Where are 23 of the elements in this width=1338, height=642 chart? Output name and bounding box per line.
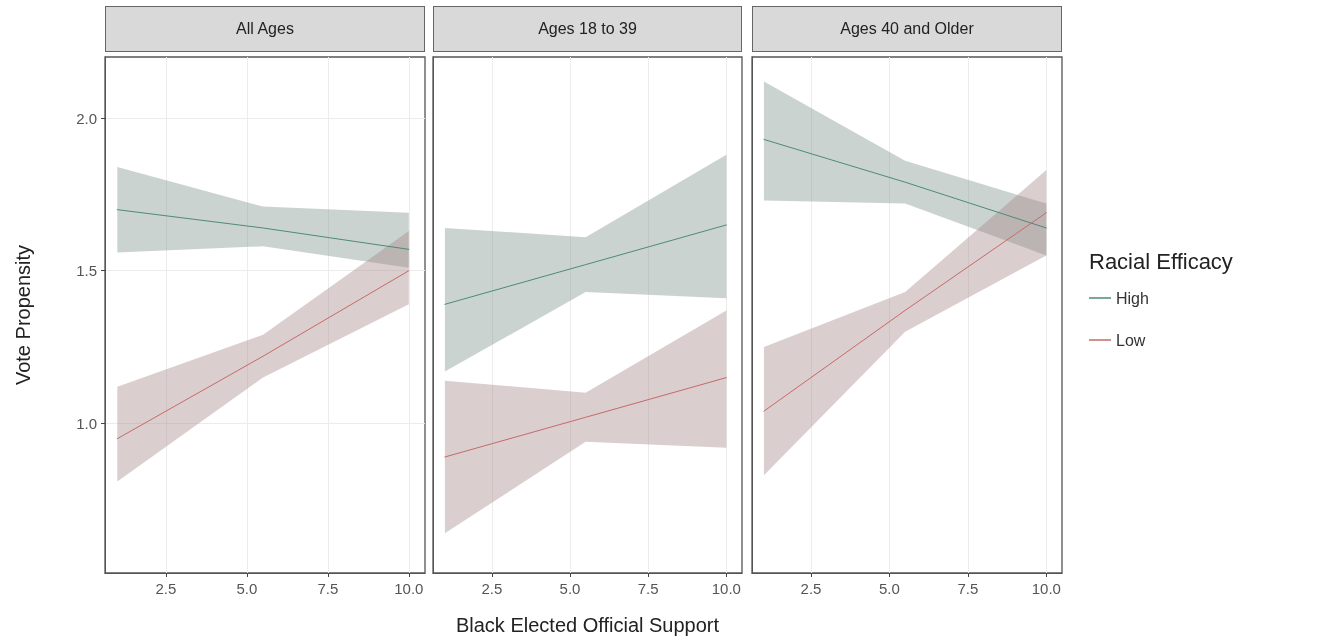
y-axis-title: Vote Propensity xyxy=(12,244,34,386)
x-tick-label: 5.0 xyxy=(236,580,258,597)
chart-title: All Ages xyxy=(105,6,425,52)
y-tick-label: 1.0 xyxy=(76,414,97,432)
chart-title: Ages 18 to 39 xyxy=(433,6,742,52)
x-tick-label: 2.5 xyxy=(800,580,822,597)
x-tick-label: 10.0 xyxy=(711,580,741,597)
x-tick-label: 5.0 xyxy=(879,580,900,597)
legend-title: Racial Efficacy xyxy=(1089,248,1233,274)
y-tick-label: 1.5 xyxy=(76,262,97,280)
y-tick-label: 2.0 xyxy=(76,109,97,127)
legend-label: High xyxy=(1116,289,1149,307)
x-tick-label: 10.0 xyxy=(1031,580,1061,597)
x-tick-label: 7.5 xyxy=(957,580,979,597)
x-tick-label: 5.0 xyxy=(559,580,581,597)
x-tick-label: 10.0 xyxy=(394,580,424,597)
x-tick-label: 7.5 xyxy=(637,580,659,597)
x-tick-label: 2.5 xyxy=(155,580,177,597)
x-tick-label: 2.5 xyxy=(481,580,503,597)
chart-title: Ages 40 and Older xyxy=(752,6,1062,52)
x-tick-label: 7.5 xyxy=(317,580,339,597)
x-axis-title: Black Elected Official Support xyxy=(455,614,720,636)
legend-label: Low xyxy=(1116,331,1146,349)
